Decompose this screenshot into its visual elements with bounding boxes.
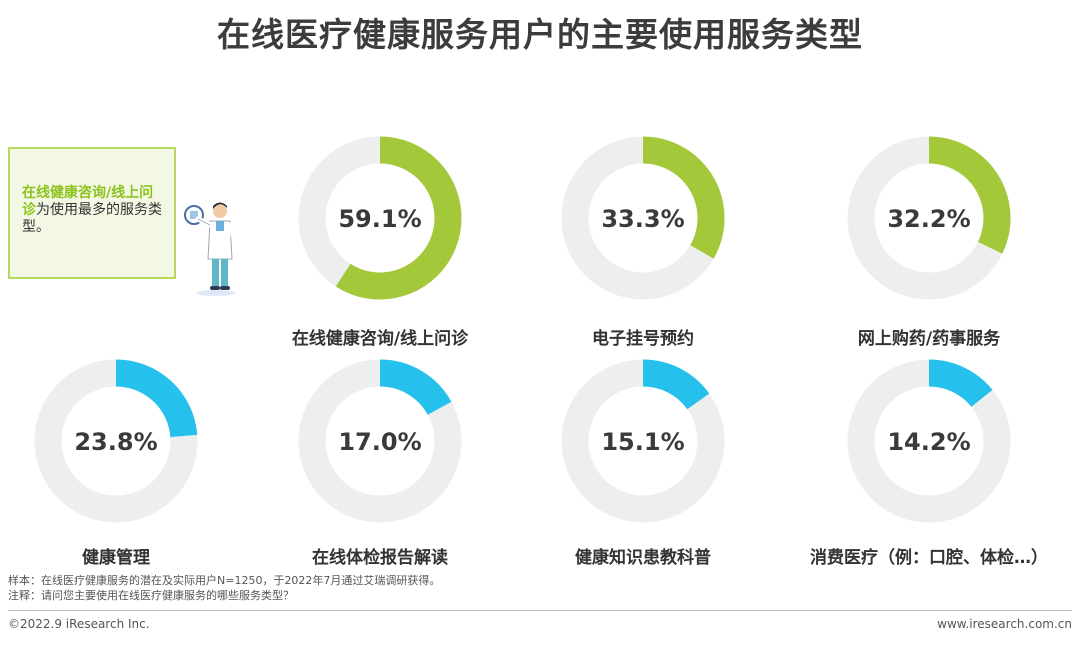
percent-label: 23.8% [74,428,157,456]
category-label: 在线健康咨询/线上问诊 [292,328,469,349]
donut-chart-5: 17.0% 在线体检报告解读 [298,359,462,568]
donut-chart-1: 59.1% 在线健康咨询/线上问诊 [292,136,469,349]
question-note: 注释：请问您主要使用在线医疗健康服务的哪些服务类型？ [8,589,294,602]
category-label: 消费医疗（例：口腔、体检…） [810,547,1048,568]
callout-text: 为使用最多的服务类型。 [22,202,162,235]
category-label: 健康知识患教科普 [575,547,711,568]
donut-value-arc [561,136,725,300]
page-title: 在线医疗健康服务用户的主要使用服务类型 [217,15,863,54]
donut-value-arc [561,359,725,523]
donut-chart-6: 15.1% 健康知识患教科普 [561,359,725,568]
website: www.iresearch.com.cn [937,617,1072,631]
percent-label: 32.2% [887,205,970,233]
category-label: 健康管理 [82,547,150,568]
category-label: 网上购药/药事服务 [858,328,1001,349]
percent-label: 17.0% [338,428,421,456]
sample-note: 样本：在线医疗健康服务的潜在及实际用户N=1250，于2022年7月通过艾瑞调研… [8,574,441,587]
donut-chart-4: 23.8% 健康管理 [34,359,198,568]
donut-value-arc [847,136,1011,300]
category-label: 在线体检报告解读 [312,547,448,568]
callout-highlight: 在线健康咨询/线上问诊 [22,185,154,218]
donut-chart-3: 32.2% 网上购药/药事服务 [847,136,1011,349]
donut-value-arc [847,359,1011,523]
category-label: 电子挂号预约 [592,328,694,349]
donut-chart-2: 33.3% 电子挂号预约 [561,136,725,349]
doctor-illustration [184,202,239,296]
donut-chart-7: 14.2% 消费医疗（例：口腔、体检…） [810,359,1048,568]
highlight-callout: 在线健康咨询/线上问诊为使用最多的服务类型。 [8,147,176,279]
donut-value-arc [34,359,198,523]
donut-value-arc [298,359,462,523]
donut-value-arc [298,136,462,300]
percent-label: 59.1% [338,205,421,233]
percent-label: 14.2% [887,428,970,456]
percent-label: 33.3% [601,205,684,233]
percent-label: 15.1% [601,428,684,456]
copyright: ©2022.9 iResearch Inc. [8,617,150,631]
footer-divider [8,610,1072,611]
